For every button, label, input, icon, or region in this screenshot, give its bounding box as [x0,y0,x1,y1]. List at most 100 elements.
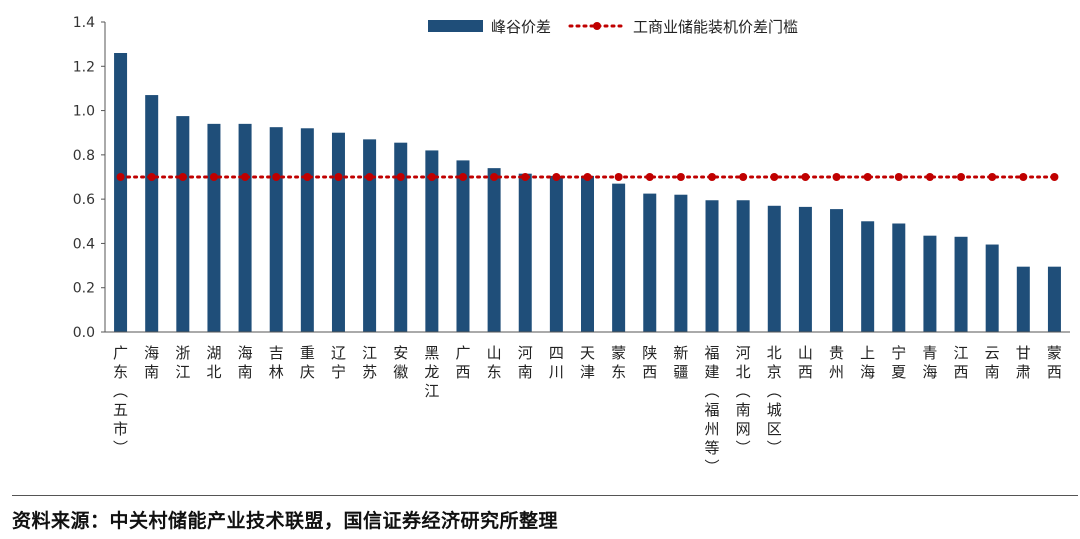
threshold-marker [801,173,810,181]
y-tick-label: 1.0 [73,104,95,120]
bar [456,160,470,332]
threshold-marker [739,173,748,181]
x-category-label: 甘肃 [1016,344,1031,381]
threshold-marker [988,173,997,181]
x-category-label: 吉林 [269,344,284,381]
x-category-label: 辽宁 [331,344,346,381]
threshold-marker [676,173,685,181]
threshold-marker [427,173,436,181]
y-tick-label: 0.4 [73,236,95,252]
threshold-marker [209,173,218,181]
bar [798,206,812,332]
x-category-label: 江西 [954,344,969,381]
threshold-marker [303,173,312,181]
threshold-marker [708,173,717,181]
y-tick-label: 1.2 [73,59,95,75]
x-category-label: 江苏 [362,344,377,381]
x-category-label: 湖北 [206,344,221,381]
legend-line-marker [593,22,601,30]
x-category-label: 广东︵五市︶ [113,344,128,457]
threshold-marker [1050,173,1059,181]
x-category-label: 山西 [798,344,813,381]
x-category-label: 河北︵南网︶ [736,344,751,457]
bar [394,142,408,332]
bar [674,194,688,332]
threshold-marker [490,173,499,181]
x-category-label: 海南 [144,344,159,381]
x-category-label: 安徽 [393,344,408,381]
legend: 峰谷价差 工商业储能装机价差门槛 [428,18,798,36]
threshold-marker [832,173,841,181]
threshold-marker [365,173,374,181]
bar [363,139,377,332]
x-category-label: 黑龙江 [424,344,439,400]
threshold-marker [396,173,405,181]
x-category-label: 青海 [922,344,937,381]
bar [300,128,314,332]
threshold-marker [925,173,934,181]
x-category-label: 广西 [455,344,470,381]
divider [12,495,1078,496]
bar [425,150,439,332]
threshold-marker [1019,173,1028,181]
threshold-marker [957,173,966,181]
threshold-marker [178,173,187,181]
threshold-marker [147,173,156,181]
threshold-marker [241,173,250,181]
x-category-label: 四川 [549,344,564,381]
y-tick-label: 0.6 [73,192,95,208]
x-category-label: 宁夏 [891,344,906,381]
x-category-label: 山东 [487,344,502,381]
threshold-marker [458,173,467,181]
legend-bar-label: 峰谷价差 [491,18,551,36]
y-tick-label: 0.2 [73,281,95,297]
threshold-marker [521,173,530,181]
bars-group [114,53,1061,332]
x-category-label: 北京︵城区︶ [767,344,782,457]
x-category-label: 福建︵福州等︶ [705,344,720,476]
bar-chart: 0.00.20.40.60.81.01.21.4 广东︵五市︶海南浙江湖北海南吉… [73,15,1070,476]
x-category-label: 贵州 [829,344,844,381]
legend-line-label: 工商业储能装机价差门槛 [633,18,798,36]
threshold-marker [770,173,779,181]
bar [238,123,252,332]
bar [923,235,937,332]
bar [145,95,159,332]
threshold-line-group [116,173,1059,181]
bar [1047,266,1061,332]
bar [830,209,844,332]
x-category-label: 浙江 [175,344,190,381]
bar [643,193,657,332]
bar [736,200,750,332]
bar [985,244,999,332]
threshold-marker [614,173,623,181]
threshold-marker [645,173,654,181]
threshold-marker [116,173,125,181]
bar [487,168,501,332]
x-axis: 广东︵五市︶海南浙江湖北海南吉林重庆辽宁江苏安徽黑龙江广西山东河南四川天津蒙东陕… [105,331,1070,476]
bar [518,173,532,332]
x-category-label: 上海 [860,344,875,381]
bar [207,123,221,332]
threshold-marker [863,173,872,181]
source-note: 资料来源：中关村储能产业技术联盟，国信证券经济研究所整理 [12,510,559,532]
bar [331,132,345,332]
bar [114,53,128,332]
bar [954,236,968,332]
y-tick-label: 0.8 [73,148,95,164]
x-category-label: 新疆 [673,344,688,381]
bar [1016,266,1030,332]
threshold-marker [272,173,281,181]
x-category-label: 蒙西 [1047,344,1062,381]
bar [612,183,626,332]
bar [892,223,906,332]
y-tick-label: 1.4 [73,15,95,31]
x-category-label: 海南 [238,344,253,381]
legend-bar-swatch [428,20,483,32]
y-tick-label: 0.0 [73,325,95,341]
bar [176,116,190,332]
threshold-marker [552,173,561,181]
threshold-marker [583,173,592,181]
bar [861,221,875,332]
bar [269,127,283,332]
